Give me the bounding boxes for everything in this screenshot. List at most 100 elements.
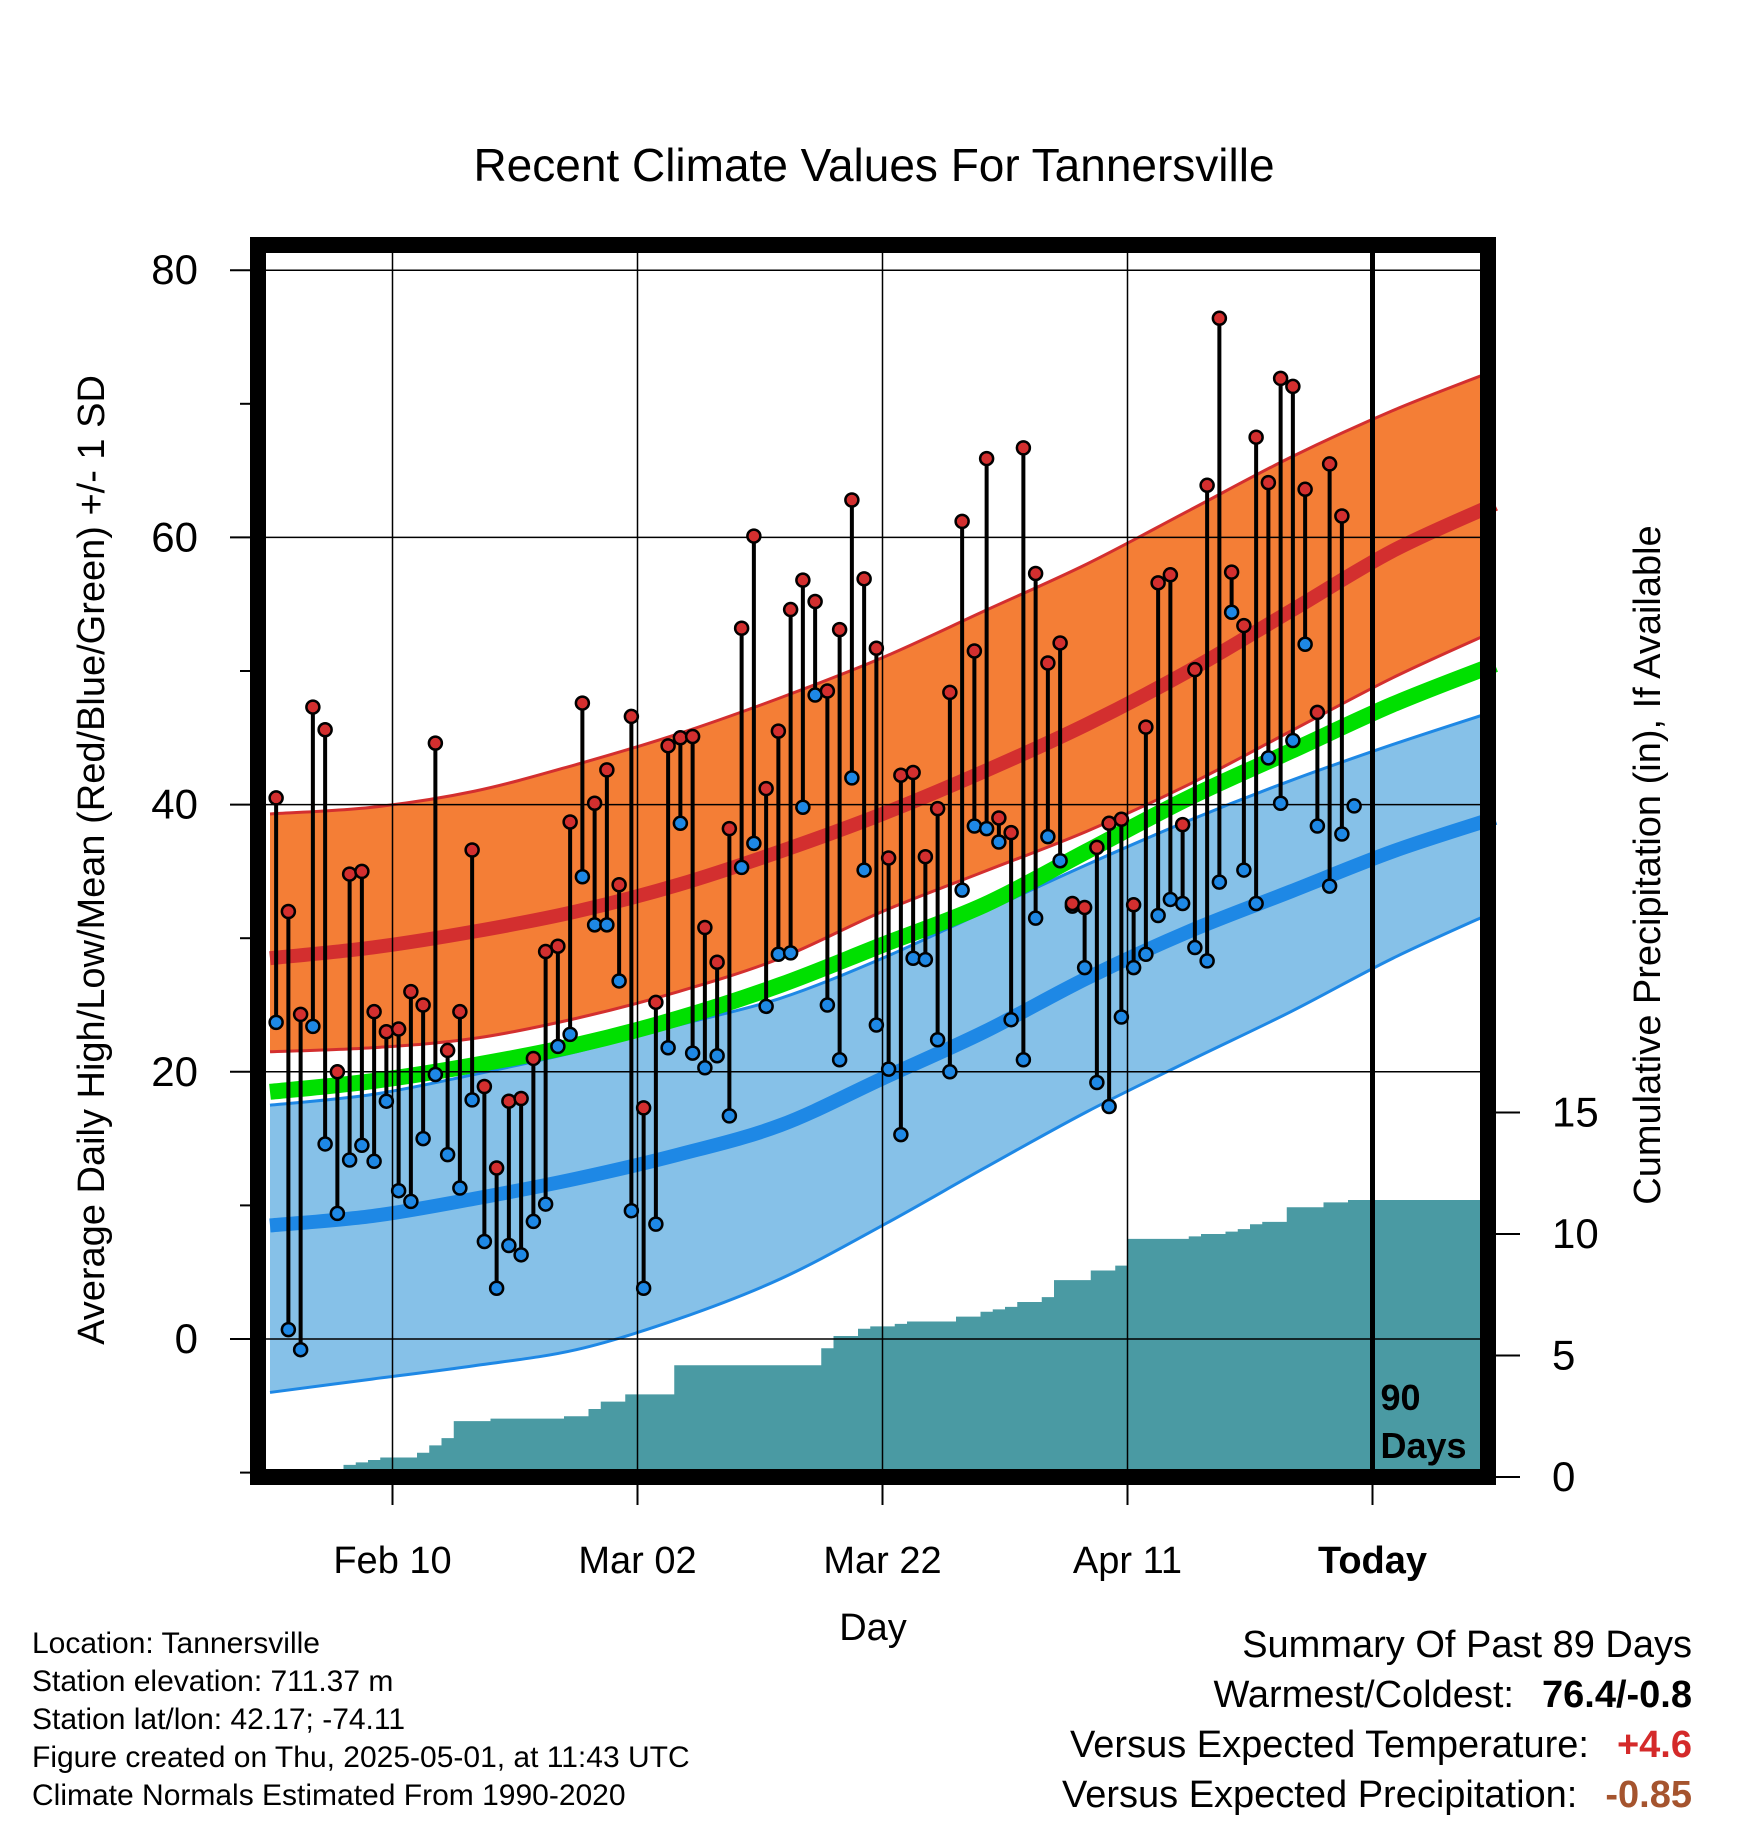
daily-low-point (439, 1146, 456, 1163)
daily-high-point (807, 593, 823, 610)
daily-high-point (1223, 564, 1240, 580)
daily-high-point (1076, 899, 1093, 916)
daily-high-point (1027, 565, 1044, 582)
daily-low-point (268, 1014, 284, 1031)
daily-low-point (574, 868, 591, 885)
summary-heading: Summary Of Past 89 Days (1242, 1624, 1692, 1666)
daily-low-point (770, 946, 787, 962)
daily-low-point (305, 1018, 321, 1035)
daily-high-point (1125, 897, 1142, 913)
daily-low-point (317, 1136, 333, 1152)
daily-high-point (697, 919, 713, 936)
daily-low-point (819, 997, 836, 1013)
daily-low-point (476, 1233, 493, 1250)
daily-high-point (1272, 370, 1289, 387)
daily-high-point (1138, 719, 1154, 735)
daily-high-point (1334, 508, 1350, 524)
daily-low-point (378, 1093, 395, 1109)
daily-high-point (856, 571, 872, 587)
daily-low-point (905, 950, 921, 966)
daily-high-point (623, 708, 640, 725)
daily-high-point (268, 790, 284, 806)
daily-high-point (1040, 655, 1056, 671)
daily-high-point (513, 1090, 529, 1107)
daily-high-point (648, 994, 664, 1011)
daily-high-point (721, 820, 738, 837)
station-info: Location: Tannersville Station elevation… (32, 1625, 690, 1815)
daily-low-point (1076, 959, 1093, 976)
daily-high-point (366, 1003, 382, 1020)
y2-tick-label: 0 (1552, 1453, 1575, 1500)
daily-low-point (917, 951, 934, 968)
summary-warmest-row: Warmest/Coldest: 76.4/-0.8 (1062, 1670, 1692, 1720)
y-tick-label: 80 (151, 246, 198, 293)
daily-low-point (1125, 959, 1142, 976)
daily-low-point (1334, 826, 1350, 842)
y-axis-label: Average Daily High/Low/Mean (Red/Blue/Gr… (71, 375, 113, 1345)
daily-low-point (562, 1026, 578, 1043)
daily-high-point (599, 762, 615, 778)
daily-high-point (868, 640, 885, 657)
daily-low-point (1052, 852, 1068, 869)
plot-border (250, 237, 1496, 1485)
daily-low-point (1101, 1098, 1117, 1115)
daily-high-point (1187, 661, 1203, 678)
daily-high-point (574, 695, 591, 711)
daily-high-point (880, 850, 897, 866)
daily-low-point (550, 1038, 566, 1055)
daily-low-point (1174, 895, 1191, 912)
daily-low-point (1260, 750, 1277, 766)
daily-high-point (1089, 839, 1105, 856)
daily-high-point (1150, 575, 1166, 591)
precip-label: Versus Expected Precipitation: (1061, 1774, 1578, 1816)
warmest-value: 76.4/-0.8 (1542, 1674, 1692, 1716)
daily-low-point (403, 1193, 419, 1210)
today-days-label-2: Days (1381, 1425, 1467, 1466)
daily-high-point (1003, 824, 1019, 841)
daily-high-point (439, 1042, 456, 1059)
daily-low-point (782, 945, 799, 961)
daily-high-point (844, 492, 860, 508)
x-tick-label: Today (1318, 1540, 1427, 1582)
daily-high-point (390, 1021, 407, 1037)
daily-low-point (452, 1180, 468, 1196)
daily-low-point (672, 815, 689, 832)
daily-low-point (611, 973, 627, 989)
daily-low-point (758, 998, 774, 1015)
y2-tick-label: 5 (1552, 1332, 1575, 1379)
daily-low-point (795, 799, 811, 816)
daily-low-point (329, 1205, 346, 1222)
daily-high-point (795, 572, 811, 588)
daily-high-point (464, 842, 480, 858)
daily-high-point (427, 735, 444, 751)
daily-low-point (1285, 732, 1301, 749)
daily-high-point (684, 728, 701, 745)
daily-high-point (1113, 811, 1130, 828)
daily-low-point (488, 1280, 505, 1296)
daily-low-point (1003, 1011, 1019, 1028)
daily-low-point (868, 1017, 885, 1033)
daily-low-point (1040, 828, 1056, 845)
daily-high-point (770, 723, 787, 739)
daily-low-point (648, 1216, 664, 1232)
daily-low-point (844, 770, 860, 786)
daily-low-point (341, 1152, 358, 1168)
daily-low-point (721, 1108, 738, 1124)
daily-high-point (1260, 474, 1277, 491)
daily-high-point (942, 684, 958, 701)
daily-low-point (427, 1066, 444, 1083)
temp-value: +4.6 (1616, 1724, 1692, 1766)
daily-low-point (1297, 636, 1313, 653)
daily-high-point (819, 683, 836, 699)
daily-high-point (1309, 704, 1326, 721)
daily-high-point (329, 1064, 346, 1080)
daily-high-point (954, 513, 970, 530)
daily-low-point (733, 859, 750, 876)
daily-low-point (929, 1031, 946, 1048)
daily-high-point (966, 643, 983, 659)
daily-high-point (1211, 310, 1228, 327)
info-created: Figure created on Thu, 2025-05-01, at 11… (32, 1741, 690, 1774)
daily-low-point (684, 1045, 701, 1061)
daily-high-point (1052, 635, 1068, 651)
